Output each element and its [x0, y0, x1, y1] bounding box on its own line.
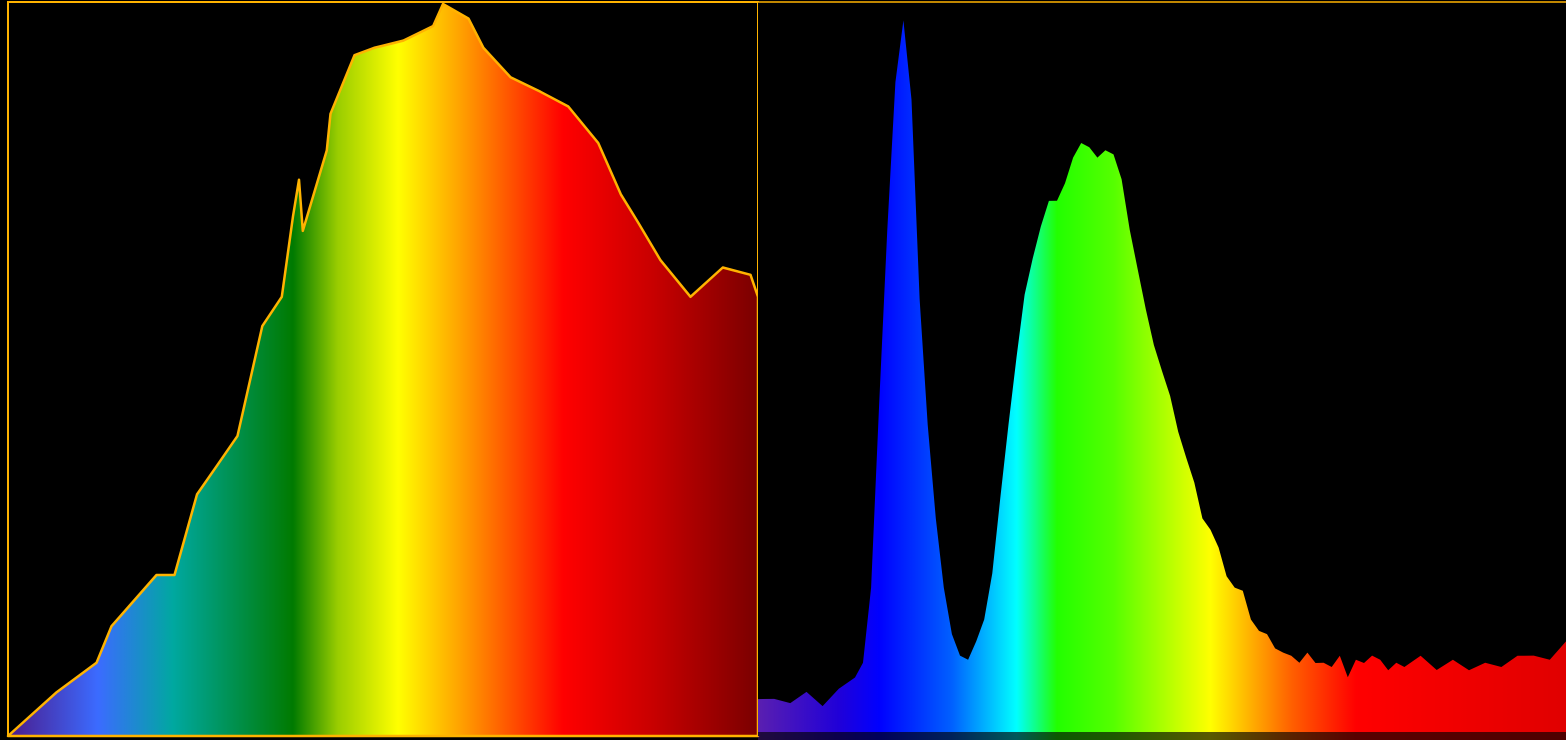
left-data-point	[173, 574, 176, 576]
left-data-point	[155, 574, 158, 576]
left-data-point	[442, 3, 444, 5]
left-data-point	[467, 17, 470, 20]
left-data-point	[597, 142, 600, 144]
left-spectrum-chart	[6, 1, 760, 738]
left-data-point	[7, 735, 9, 737]
left-data-point	[402, 39, 405, 42]
right-chart-bottom-strip	[758, 732, 1566, 740]
left-data-point	[236, 435, 239, 437]
left-data-point	[509, 76, 512, 78]
left-data-point	[482, 47, 485, 49]
right-spectrum-chart	[758, 1, 1566, 740]
left-data-point	[722, 266, 724, 269]
left-data-point	[539, 91, 542, 93]
left-data-point	[95, 662, 98, 664]
right-spectrum-area	[758, 20, 1566, 732]
left-data-point	[567, 105, 570, 108]
left-data-point	[689, 296, 692, 298]
left-data-point	[329, 113, 332, 115]
left-data-point	[749, 274, 752, 276]
left-data-point	[353, 54, 356, 56]
left-data-point	[196, 493, 198, 496]
left-data-point	[281, 296, 283, 298]
left-data-point	[326, 149, 328, 152]
left-spectrum-area	[6, 2, 760, 738]
left-data-point	[261, 325, 264, 327]
left-data-point	[298, 178, 300, 181]
left-data-point	[620, 193, 622, 196]
left-data-point	[292, 215, 294, 218]
left-data-point	[659, 259, 662, 262]
left-data-point	[638, 222, 640, 225]
left-data-point	[432, 25, 435, 27]
left-data-point	[373, 47, 375, 49]
left-data-point	[216, 464, 219, 467]
left-data-point	[110, 625, 113, 627]
left-data-point	[302, 230, 304, 232]
left-data-point	[56, 691, 58, 693]
